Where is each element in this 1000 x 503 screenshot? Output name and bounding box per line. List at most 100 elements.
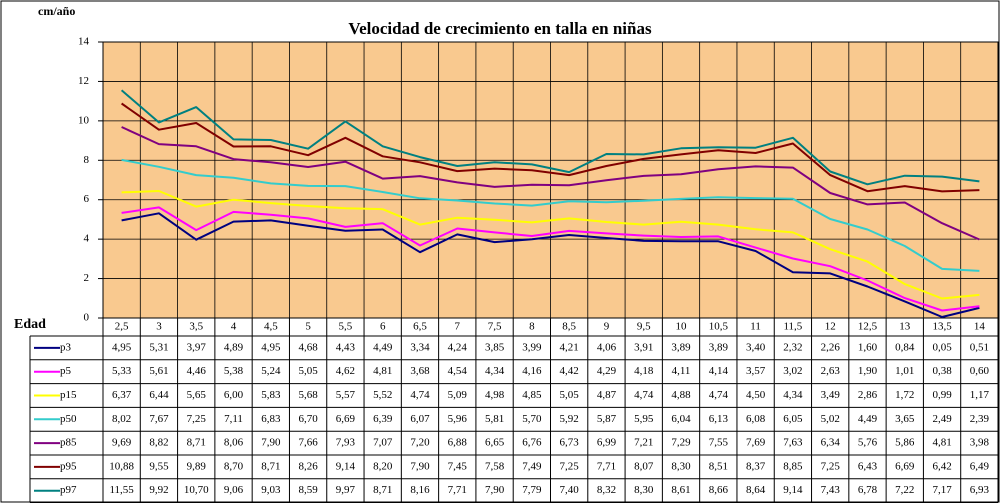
table-cell: 6,93 (970, 484, 990, 496)
table-cell: 3,99 (522, 341, 542, 353)
x-tick-label: 12 (825, 321, 836, 333)
table-cell: 4,81 (932, 437, 951, 449)
table-cell: 4,50 (746, 389, 766, 401)
table-cell: 3,89 (709, 341, 729, 353)
table-cell: 4,74 (410, 389, 430, 401)
table-cell: 6,00 (224, 389, 244, 401)
x-tick-label: 8 (529, 321, 535, 333)
table-cell: 5,70 (522, 413, 542, 425)
table-cell: 4,18 (634, 365, 654, 377)
table-cell: 7,69 (746, 437, 766, 449)
table-cell: 8,16 (410, 484, 430, 496)
table-cell: 3,89 (671, 341, 691, 353)
table-cell: 6,65 (485, 437, 505, 449)
x-tick-label: 6,5 (413, 321, 427, 333)
table-cell: 4,54 (448, 365, 468, 377)
table-cell: 8,71 (187, 437, 206, 449)
table-cell: 5,68 (298, 389, 318, 401)
table-cell: 1,60 (858, 341, 878, 353)
table-cell: 7,55 (709, 437, 729, 449)
table-cell: 3,91 (634, 341, 653, 353)
table-cell: 7,25 (187, 413, 207, 425)
table-cell: 5,02 (821, 413, 840, 425)
table-cell: 7,90 (410, 460, 430, 472)
x-tick-label: 13 (899, 321, 911, 333)
table-cell: 5,05 (560, 389, 580, 401)
table-cell: 0,38 (932, 365, 952, 377)
table-cell: 3,65 (895, 413, 915, 425)
table-cell: 7,58 (485, 460, 505, 472)
table-cell: 4,89 (224, 341, 244, 353)
table-cell: 9,06 (224, 484, 244, 496)
table-cell: 4,81 (373, 365, 392, 377)
table-cell: 8,06 (224, 437, 244, 449)
x-tick-label: 4,5 (264, 321, 278, 333)
table-cell: 8,82 (149, 437, 168, 449)
table-cell: 8,32 (597, 484, 616, 496)
legend-label: p95 (60, 460, 77, 472)
table-cell: 8,26 (298, 460, 318, 472)
table-cell: 4,49 (858, 413, 878, 425)
table-cell: 6,13 (709, 413, 729, 425)
table-cell: 5,92 (560, 413, 579, 425)
table-cell: 8,20 (373, 460, 393, 472)
table-cell: 0,51 (970, 341, 989, 353)
table-cell: 4,34 (485, 365, 505, 377)
table-cell: 9,69 (112, 437, 132, 449)
table-cell: 2,32 (783, 341, 802, 353)
table-cell: 5,24 (261, 365, 281, 377)
table-cell: 6,08 (746, 413, 766, 425)
table-cell: 7,71 (448, 484, 467, 496)
y-tick-label: 10 (78, 114, 90, 126)
table-cell: 7,63 (783, 437, 803, 449)
legend-label: p3 (60, 341, 72, 353)
table-cell: 7,11 (224, 413, 243, 425)
table-cell: 1,72 (895, 389, 914, 401)
y-axis-label: cm/año (38, 4, 75, 18)
y-tick-label: 0 (84, 312, 90, 324)
table-cell: 4,14 (709, 365, 729, 377)
x-tick-label: 11,5 (783, 321, 802, 333)
table-cell: 4,46 (187, 365, 207, 377)
legend-label: p85 (60, 437, 77, 449)
series-line (121, 206, 980, 312)
table-cell: 7,25 (821, 460, 841, 472)
table-cell: 6,42 (932, 460, 951, 472)
x-tick-label: 10 (676, 321, 688, 333)
table-cell: 5,81 (485, 413, 504, 425)
table-cell: 4,49 (373, 341, 393, 353)
table-cell: 5,09 (448, 389, 468, 401)
table-cell: 8,37 (746, 460, 766, 472)
table-cell: 6,43 (858, 460, 878, 472)
x-tick-label: 2,5 (115, 321, 129, 333)
table-cell: 4,06 (597, 341, 617, 353)
x-tick-label: 14 (974, 321, 986, 333)
table-cell: 5,86 (895, 437, 915, 449)
table-cell: 8,07 (634, 460, 654, 472)
table-cell: 7,43 (821, 484, 841, 496)
x-tick-label: 10,5 (709, 321, 729, 333)
series-line (121, 190, 980, 300)
table-cell: 8,61 (671, 484, 690, 496)
x-tick-label: 5 (305, 321, 311, 333)
table-cell: 6,37 (112, 389, 132, 401)
table-cell: 7,45 (448, 460, 468, 472)
table-cell: 4,74 (634, 389, 654, 401)
table-cell: 7,29 (671, 437, 691, 449)
table-cell: 6,05 (783, 413, 803, 425)
table-cell: 6,34 (821, 437, 841, 449)
table-cell: 9,14 (783, 484, 803, 496)
legend-label: p50 (60, 413, 77, 425)
table-cell: 4,68 (298, 341, 318, 353)
table-cell: 8,51 (709, 460, 728, 472)
y-tick-label: 12 (78, 75, 89, 87)
x-tick-label: 12,5 (858, 321, 878, 333)
table-cell: 7,79 (522, 484, 542, 496)
x-tick-label: 7 (455, 321, 461, 333)
table-cell: 8,59 (298, 484, 318, 496)
table-cell: 3,49 (821, 389, 841, 401)
table-cell: 10,70 (184, 484, 209, 496)
table-cell: 4,24 (448, 341, 468, 353)
